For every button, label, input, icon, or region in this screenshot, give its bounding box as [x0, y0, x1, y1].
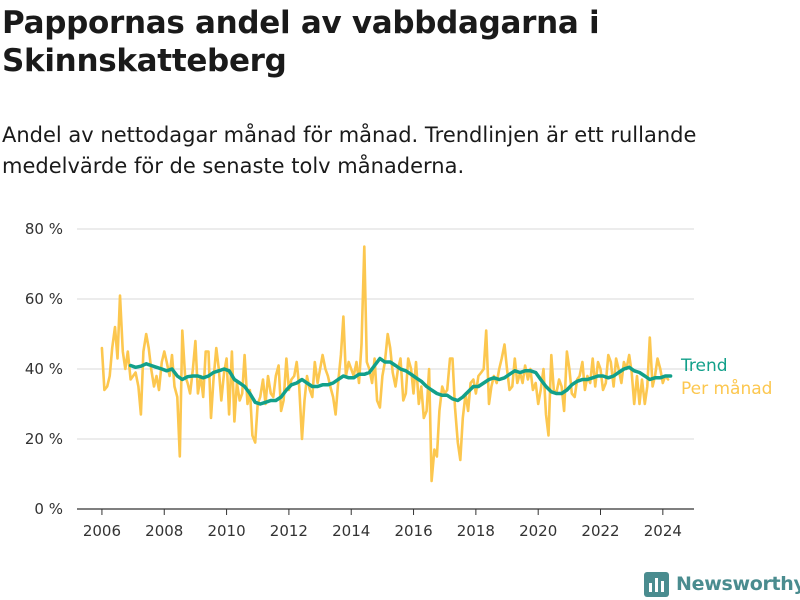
- x-tick-label: 2012: [270, 522, 308, 540]
- brand-name: Newsworthy: [676, 573, 800, 595]
- gridlines: [77, 228, 694, 440]
- legend-item-monthly: Per månad: [681, 378, 772, 399]
- x-tick-label: 2016: [394, 522, 432, 540]
- x-tick-label: 2018: [457, 522, 495, 540]
- x-tick-label: 2022: [581, 522, 619, 540]
- y-tick-label: 0 %: [34, 500, 63, 518]
- y-tick-label: 20 %: [25, 430, 63, 448]
- legend-item-trend: Trend: [680, 356, 728, 376]
- x-tick-label: 2020: [519, 522, 557, 540]
- x-tick-label: 2024: [644, 522, 682, 540]
- trend-line: [128, 356, 673, 406]
- series-lines: [100, 245, 673, 483]
- chart-title: Pappornas andel av vabbdagarna i Skinnsk…: [2, 5, 600, 79]
- newsworthy-logo: Newsworthy: [644, 568, 800, 600]
- x-tick-label: 2010: [207, 522, 245, 540]
- y-tick-label: 60 %: [25, 290, 63, 308]
- x-tick-label: 2006: [83, 522, 121, 540]
- x-tick-label: 2014: [332, 522, 370, 540]
- y-tick-label: 40 %: [25, 360, 63, 378]
- x-axis: 2006 2008 2010 2012 2014 2016 2018 2020 2022 2024: [77, 508, 694, 540]
- bar-chart-logo-icon: [644, 571, 669, 597]
- y-tick-label: 80 %: [25, 220, 63, 238]
- y-axis-tick-labels: 0 % 20 % 40 % 60 % 80 %: [25, 220, 63, 518]
- x-tick-label: 2008: [145, 522, 183, 540]
- chart-subtitle: Andel av nettodagar månad för månad. Tre…: [2, 123, 697, 178]
